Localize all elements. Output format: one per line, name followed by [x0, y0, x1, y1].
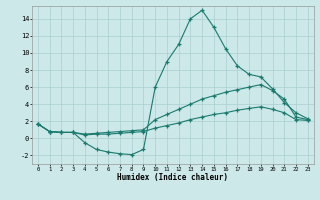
X-axis label: Humidex (Indice chaleur): Humidex (Indice chaleur): [117, 173, 228, 182]
